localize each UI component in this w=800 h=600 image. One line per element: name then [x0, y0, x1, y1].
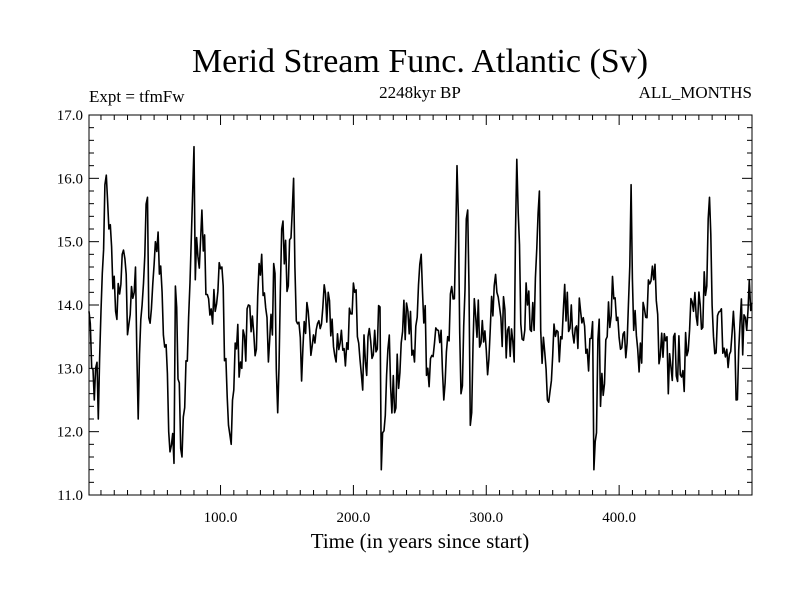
- epoch-label: 2248kyr BP: [379, 83, 461, 102]
- y-tick-label: 16.0: [57, 171, 83, 187]
- y-tick-label: 14.0: [57, 298, 83, 314]
- y-tick-label: 11.0: [57, 488, 83, 504]
- series-line: [88, 145, 753, 471]
- plot-frame: [88, 114, 753, 496]
- x-tick-label: 100.0: [204, 510, 238, 526]
- y-tick-label: 17.0: [57, 108, 83, 124]
- y-tick-label: 15.0: [57, 235, 83, 251]
- axes: 11.0 12.0 13.0 14.0 15.0 16.0 17.0 100.0 200.0 30…: [57, 108, 753, 526]
- x-tick-label: 400.0: [602, 510, 636, 526]
- x-tick-label: 300.0: [469, 510, 503, 526]
- experiment-label: Expt = tfmFw: [89, 87, 185, 106]
- chart-title: Merid Stream Func. Atlantic (Sv): [192, 43, 648, 80]
- y-tick-label: 13.0: [57, 361, 83, 377]
- y-tick-label: 12.0: [57, 425, 83, 441]
- months-label: ALL_MONTHS: [639, 83, 752, 102]
- x-axis-title: Time (in years since start): [311, 529, 530, 553]
- series-layer: [88, 145, 753, 471]
- x-tick-label: 200.0: [337, 510, 371, 526]
